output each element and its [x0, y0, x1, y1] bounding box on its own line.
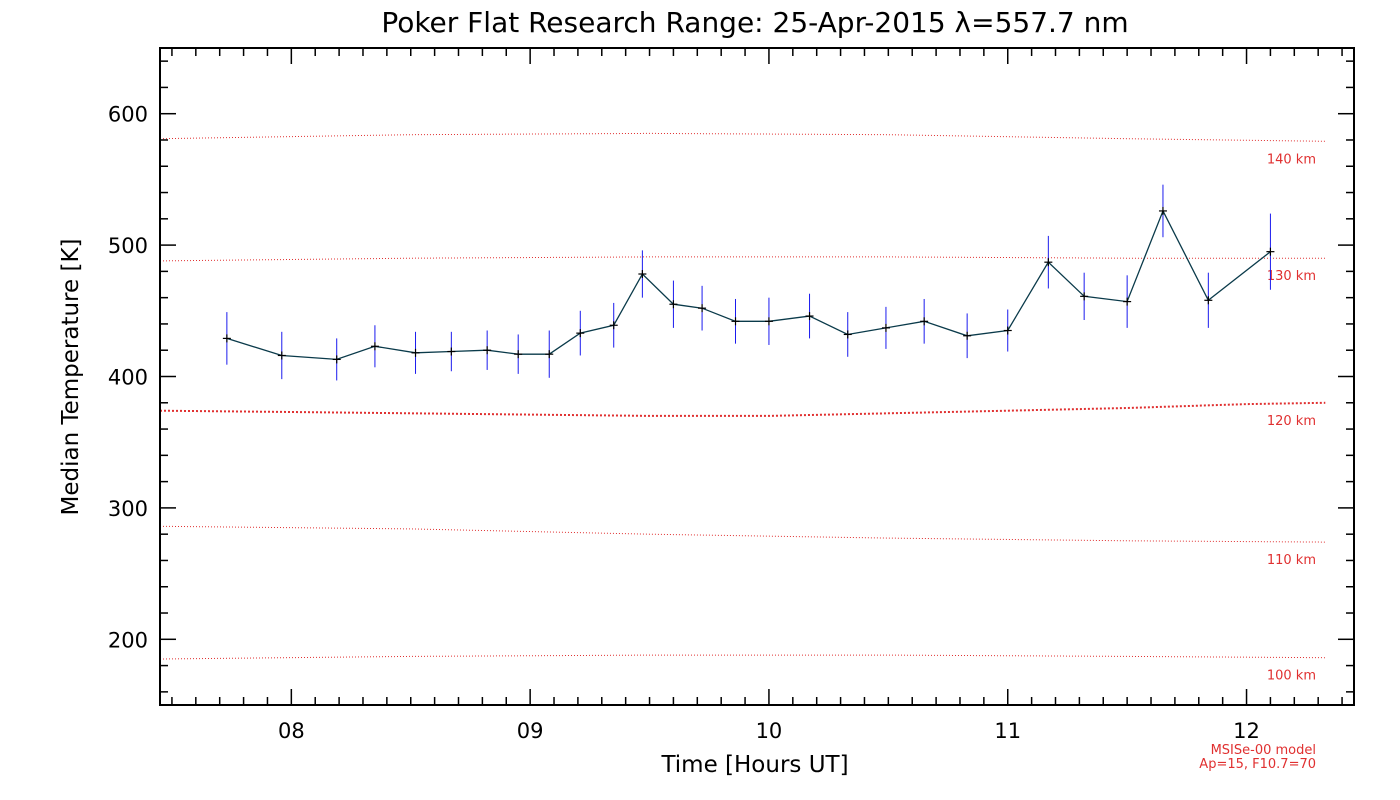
data-point — [277, 351, 286, 360]
model-parameters-note: Ap=15, F10.7=70 — [1199, 757, 1316, 772]
data-point — [545, 350, 554, 359]
data-point — [483, 346, 492, 355]
data-point — [805, 312, 814, 321]
reference-line — [159, 401, 1326, 417]
y-tick-label: 300 — [108, 497, 148, 521]
y-tick-label: 600 — [108, 103, 148, 127]
x-tick-label: 09 — [517, 719, 544, 743]
data-point — [669, 300, 678, 309]
data-point — [447, 347, 456, 356]
data-point — [1266, 247, 1275, 256]
reference-line — [159, 654, 1326, 660]
x-tick-label: 08 — [278, 719, 305, 743]
x-axis-label: Time [Hours UT] — [660, 752, 848, 778]
model-note: MSISe-00 model — [1211, 743, 1316, 758]
y-tick-label: 200 — [108, 628, 148, 652]
data-point — [920, 317, 929, 326]
data-point — [1123, 297, 1132, 306]
data-point — [731, 317, 740, 326]
y-tick-label: 500 — [108, 234, 148, 258]
x-tick-label: 12 — [1233, 719, 1260, 743]
data-point — [1158, 206, 1167, 215]
data-point — [1204, 296, 1213, 305]
axis-ticks: 08 09 10 11 12 200 300 400 500 600 — [108, 48, 1354, 743]
msis-reference-lines: 140 km 130 km 120 km 110 km 100 km — [159, 132, 1326, 684]
data-point — [698, 304, 707, 313]
x-tick-label: 10 — [756, 719, 783, 743]
reference-line-label: 110 km — [1267, 553, 1316, 568]
reference-line-label: 140 km — [1267, 152, 1316, 167]
data-point — [963, 331, 972, 340]
data-point — [609, 321, 618, 330]
data-point — [1044, 258, 1053, 267]
data-series — [222, 184, 1275, 381]
data-point — [1080, 292, 1089, 301]
x-tick-label: 11 — [994, 719, 1021, 743]
reference-line — [159, 525, 1326, 543]
data-point — [638, 270, 647, 279]
data-point — [764, 317, 773, 326]
data-point — [370, 342, 379, 351]
data-point — [881, 323, 890, 332]
plot-frame — [159, 47, 1355, 706]
y-tick-label: 400 — [108, 366, 148, 390]
series-line — [226, 209, 1271, 361]
data-point — [411, 348, 420, 357]
data-point — [514, 350, 523, 359]
reference-line-label: 120 km — [1267, 414, 1316, 429]
data-point — [576, 329, 585, 338]
data-point — [222, 334, 231, 343]
data-point — [843, 330, 852, 339]
data-point — [332, 355, 341, 364]
reference-line — [159, 132, 1326, 142]
reference-line — [159, 256, 1326, 262]
reference-line-label: 130 km — [1267, 269, 1316, 284]
chart-title: Poker Flat Research Range: 25-Apr-2015 λ… — [381, 6, 1128, 39]
y-axis-label: Median Temperature [K] — [58, 239, 84, 516]
reference-line-label: 100 km — [1267, 669, 1316, 684]
data-point — [1003, 326, 1012, 335]
